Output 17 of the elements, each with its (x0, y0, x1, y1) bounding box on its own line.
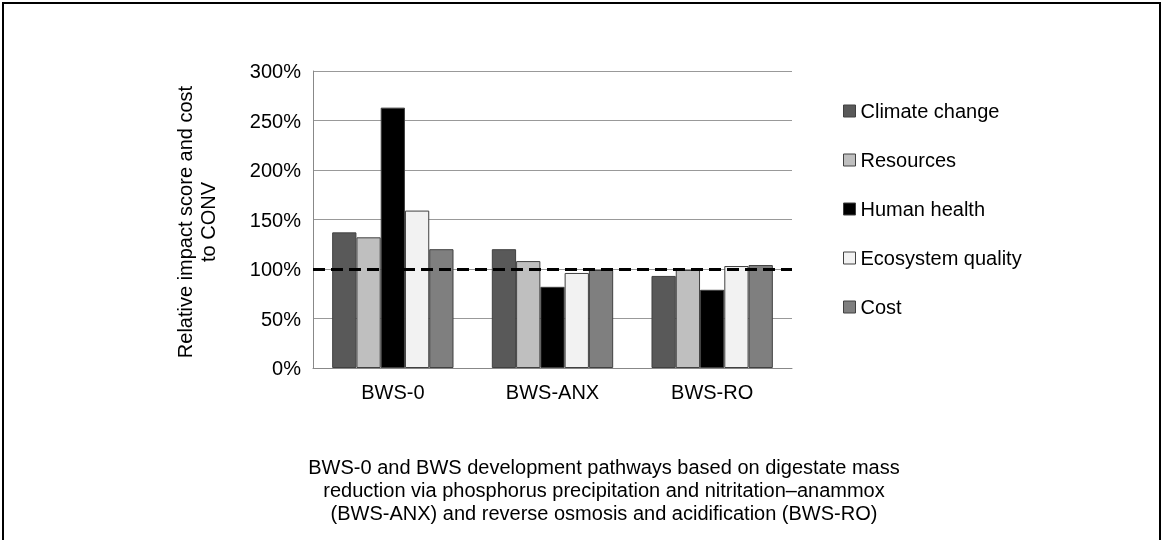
y-tick-label: 250% (249, 109, 302, 132)
legend-label: Climate change (860, 100, 1000, 122)
x-tick-label: BWS-RO (671, 381, 754, 403)
y-axis-title: Relative impact score and cost to CONV (173, 85, 219, 359)
y-tick-label: 0% (272, 357, 302, 379)
legend-label: Human health (860, 198, 986, 220)
y-tick-label: 50% (260, 307, 302, 330)
legend-label: Ecosystem quality (860, 247, 1022, 269)
y-tick-label: 300% (249, 60, 302, 82)
x-tick-label: BWS-0 (361, 381, 425, 403)
y-tick-label: 100% (249, 258, 302, 280)
y-tick-label: 200% (249, 159, 302, 181)
x-tick-label: BWS-ANX (505, 381, 600, 403)
legend-label: Cost (860, 296, 903, 318)
legend-label: Resources (860, 149, 957, 171)
y-tick-label: 150% (249, 208, 302, 231)
x-axis-title: BWS-0 and BWS development pathways based on digestate mass reduction via phosphorus precipitation and nitritation–anammox (BWS-ANX) and reverse osmosis and acidification (BWS-RO) (308, 456, 900, 524)
